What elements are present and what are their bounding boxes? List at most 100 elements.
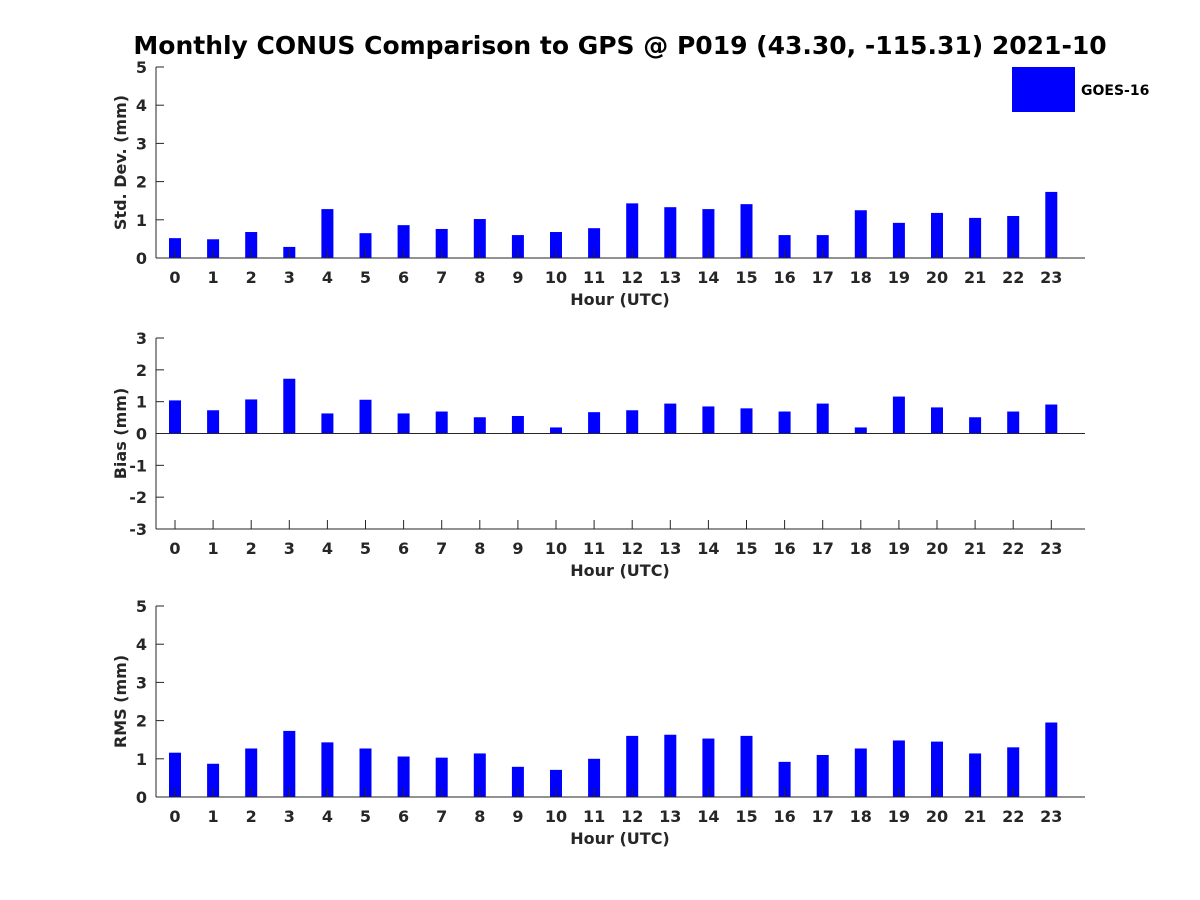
std-dev-x-tick-label: 21 bbox=[964, 268, 986, 287]
bias-bar bbox=[359, 399, 372, 434]
rms-x-tick-label: 8 bbox=[474, 807, 485, 826]
rms-bar bbox=[550, 769, 562, 797]
rms-y-tick-label: 1 bbox=[136, 750, 147, 769]
bias-x-tick-label: 0 bbox=[169, 539, 180, 558]
std-dev-x-label: Hour (UTC) bbox=[570, 290, 670, 309]
std-dev-x-tick-label: 14 bbox=[697, 268, 719, 287]
std-dev-bar bbox=[854, 210, 867, 258]
rms-bar bbox=[1007, 747, 1020, 797]
bias-x-tick-label: 4 bbox=[322, 539, 333, 558]
rms-bar bbox=[1045, 722, 1058, 797]
bias-x-tick-label: 15 bbox=[735, 539, 757, 558]
bias-bar bbox=[931, 407, 943, 434]
bias-y-tick-label: -2 bbox=[129, 488, 147, 507]
bias-y-tick-label: 0 bbox=[136, 425, 147, 444]
std-dev-bar bbox=[740, 204, 753, 258]
rms-x-tick-label: 5 bbox=[360, 807, 371, 826]
rms-x-tick-label: 2 bbox=[246, 807, 257, 826]
rms-y-tick-label: 2 bbox=[136, 712, 147, 731]
std-dev-x-tick-label: 9 bbox=[512, 268, 523, 287]
rms-x-tick-label: 18 bbox=[850, 807, 872, 826]
bias-bar bbox=[321, 413, 334, 434]
std-dev-x-tick-label: 17 bbox=[812, 268, 834, 287]
std-dev-x-tick-label: 8 bbox=[474, 268, 485, 287]
rms-x-tick-label: 23 bbox=[1040, 807, 1062, 826]
bias-x-tick-label: 14 bbox=[697, 539, 719, 558]
std-dev-bar bbox=[550, 232, 562, 258]
rms-x-tick-label: 6 bbox=[398, 807, 409, 826]
bias-y-label: Bias (mm) bbox=[111, 388, 130, 480]
bias-bar bbox=[664, 403, 677, 434]
rms-y-tick-label: 0 bbox=[136, 788, 147, 807]
rms-x-tick-label: 3 bbox=[284, 807, 295, 826]
bias-bar bbox=[702, 406, 715, 434]
bias-y-tick-label: -1 bbox=[129, 456, 147, 475]
bias-x-tick-label: 11 bbox=[583, 539, 605, 558]
std-dev-bar bbox=[245, 232, 258, 258]
bias-bar bbox=[550, 427, 562, 434]
bias-x-tick-label: 16 bbox=[773, 539, 795, 558]
bias-x-tick-label: 18 bbox=[850, 539, 872, 558]
std-dev-bar bbox=[778, 235, 791, 258]
std-dev-x-tick-label: 11 bbox=[583, 268, 605, 287]
std-dev-y-label: Std. Dev. (mm) bbox=[111, 95, 130, 230]
std-dev-x-tick-label: 1 bbox=[208, 268, 219, 287]
bias-bar bbox=[892, 396, 905, 434]
rms-x-tick-label: 16 bbox=[773, 807, 795, 826]
std-dev-x-tick-label: 19 bbox=[888, 268, 910, 287]
bias-bar bbox=[854, 427, 867, 434]
bias-x-tick-label: 12 bbox=[621, 539, 643, 558]
rms-x-label: Hour (UTC) bbox=[570, 829, 670, 848]
bias-x-tick-label: 20 bbox=[926, 539, 948, 558]
rms-x-tick-label: 19 bbox=[888, 807, 910, 826]
bias-bar bbox=[435, 411, 448, 434]
bias-bar bbox=[816, 403, 829, 434]
bias-x-tick-label: 1 bbox=[208, 539, 219, 558]
std-dev-y-tick-label: 4 bbox=[136, 96, 147, 115]
rms-x-tick-label: 17 bbox=[812, 807, 834, 826]
bias-y-tick-label: 3 bbox=[136, 329, 147, 348]
bias-y-tick-label: 2 bbox=[136, 361, 147, 380]
std-dev-y-tick-label: 0 bbox=[136, 249, 147, 268]
bias-bar bbox=[626, 410, 639, 434]
std-dev-bar bbox=[816, 235, 829, 258]
std-dev-bar bbox=[473, 219, 486, 258]
bias-x-tick-label: 5 bbox=[360, 539, 371, 558]
rms-x-tick-label: 7 bbox=[436, 807, 447, 826]
std-dev-bar bbox=[1007, 215, 1020, 258]
bias-x-tick-label: 7 bbox=[436, 539, 447, 558]
rms-y-label: RMS (mm) bbox=[111, 655, 130, 748]
bias-bar bbox=[169, 400, 181, 434]
bias-bar bbox=[511, 415, 524, 434]
rms-bar bbox=[283, 730, 296, 797]
bias-x-tick-label: 9 bbox=[512, 539, 523, 558]
std-dev-x-tick-label: 4 bbox=[322, 268, 333, 287]
bias-bar bbox=[588, 412, 601, 434]
std-dev-x-tick-label: 22 bbox=[1002, 268, 1024, 287]
bias-x-tick-label: 8 bbox=[474, 539, 485, 558]
rms-bar bbox=[740, 735, 753, 797]
bias-x-tick-label: 2 bbox=[246, 539, 257, 558]
rms-x-tick-label: 21 bbox=[964, 807, 986, 826]
std-dev-x-tick-label: 15 bbox=[735, 268, 757, 287]
legend-swatch bbox=[1012, 67, 1075, 112]
std-dev-y-tick-label: 3 bbox=[136, 134, 147, 153]
std-dev-x-tick-label: 2 bbox=[246, 268, 257, 287]
rms-bar bbox=[931, 741, 943, 797]
std-dev-bar bbox=[931, 212, 943, 258]
bias-bar bbox=[207, 410, 220, 434]
std-dev-bar bbox=[511, 235, 524, 258]
std-dev-x-tick-label: 18 bbox=[850, 268, 872, 287]
std-dev-bar bbox=[702, 209, 715, 258]
rms-bar bbox=[588, 758, 601, 797]
rms-x-tick-label: 11 bbox=[583, 807, 605, 826]
rms-bar bbox=[511, 766, 524, 797]
bias-x-tick-label: 10 bbox=[545, 539, 567, 558]
rms-bar bbox=[778, 761, 791, 797]
std-dev-y-tick-label: 5 bbox=[136, 58, 147, 77]
rms-x-tick-label: 15 bbox=[735, 807, 757, 826]
rms-x-tick-label: 13 bbox=[659, 807, 681, 826]
rms-bar bbox=[892, 740, 905, 797]
